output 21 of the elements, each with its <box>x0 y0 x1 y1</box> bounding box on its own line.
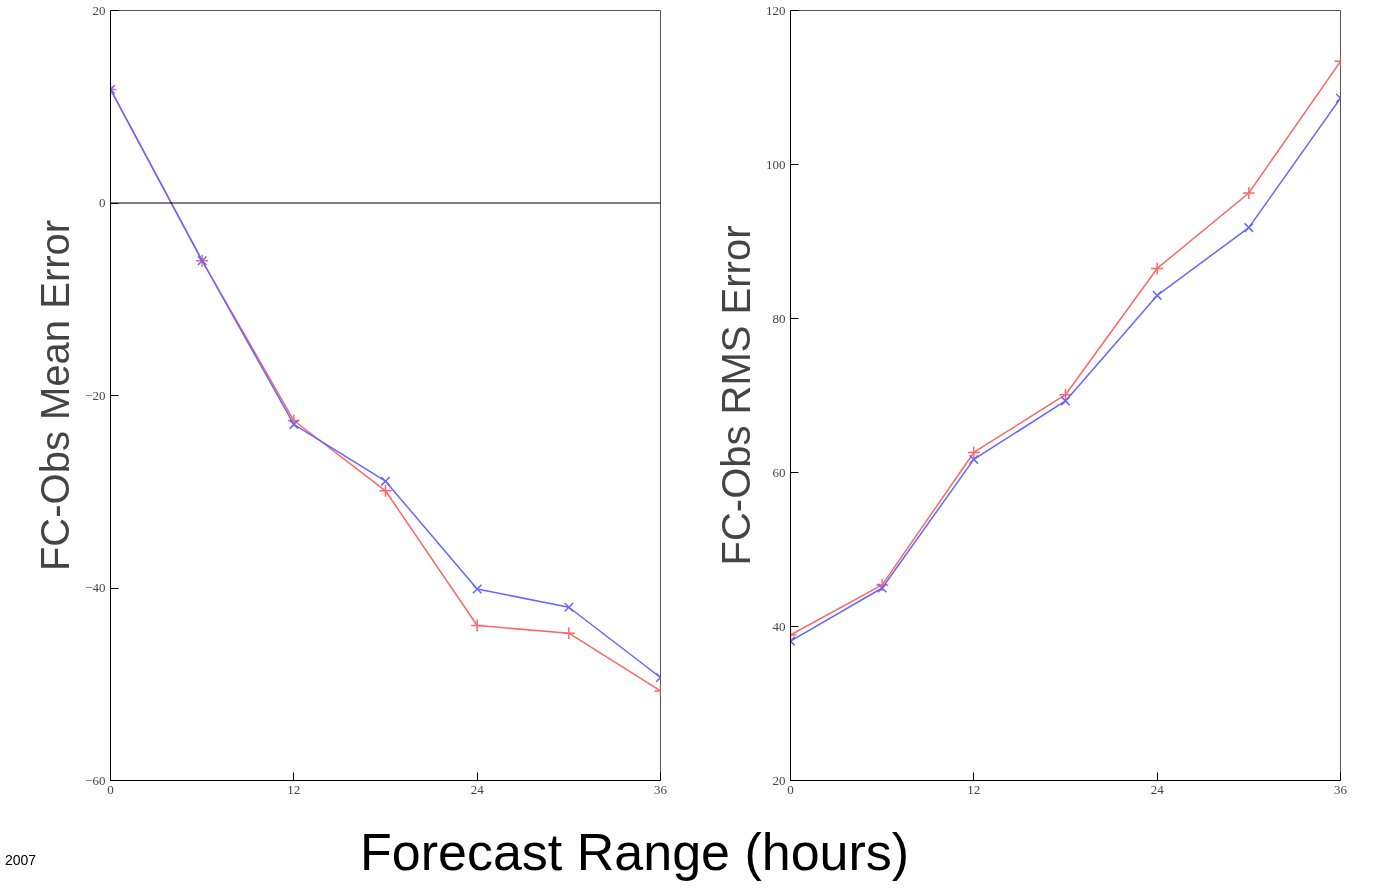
y-tick-label: 60 <box>772 464 786 480</box>
y-tick-label: 100 <box>766 156 786 172</box>
text: 2007 <box>5 851 37 870</box>
y-tick-label: −20 <box>85 387 106 403</box>
y-tick-label: 80 <box>772 310 786 326</box>
x-tick-label: 36 <box>654 781 668 797</box>
x-tick-label: 24 <box>1150 781 1165 797</box>
y-tick-label: 0 <box>99 195 106 210</box>
x-tick-label: 36 <box>1334 781 1348 797</box>
x-tick-label: 12 <box>287 781 301 797</box>
y-tick-label: 120 <box>766 2 786 18</box>
x-axis-title: Forecast Range (hours) <box>360 822 910 883</box>
y-axis-title: FC-Obs Mean Error <box>33 219 78 572</box>
y-axis-title: FC-Obs RMS Error <box>714 225 758 566</box>
y-tick-label: −40 <box>85 580 106 595</box>
y-tick-label: −60 <box>85 772 106 788</box>
y-tick-label: 40 <box>772 618 786 634</box>
y-tick-label: 20 <box>772 772 786 788</box>
x-tick-label: 12 <box>967 781 981 797</box>
y-tick-label: 20 <box>92 2 106 18</box>
x-tick-label: 24 <box>470 781 485 797</box>
